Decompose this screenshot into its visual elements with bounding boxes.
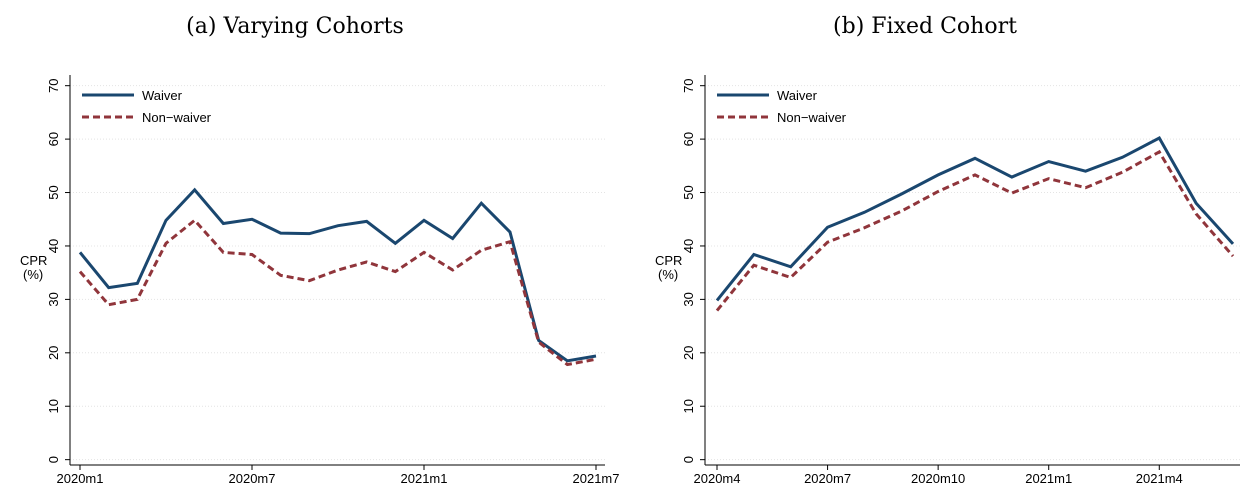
y-tick-label: 20 — [681, 346, 696, 360]
x-tick-label: 2020m4 — [694, 471, 741, 486]
y-tick-label: 0 — [46, 456, 61, 463]
x-tick-label: 2021m1 — [1025, 471, 1072, 486]
panel-title: (b) Fixed Cohort — [833, 14, 1017, 39]
y-tick-label: 20 — [46, 346, 61, 360]
y-tick-label: 40 — [681, 239, 696, 253]
x-tick-label: 2020m7 — [229, 471, 276, 486]
line-series — [78, 187, 597, 363]
panel-title: (a) Varying Cohorts — [186, 14, 404, 39]
y-tick-label: 40 — [46, 239, 61, 253]
y-axis-label: (%) — [23, 267, 43, 282]
legend-label: Waiver — [777, 88, 818, 103]
y-tick-label: 10 — [46, 399, 61, 413]
line-series — [78, 218, 597, 367]
line-series — [715, 136, 1235, 302]
x-tick-label: 2021m4 — [1136, 471, 1183, 486]
legend-label: Waiver — [142, 88, 183, 103]
y-axis-label: CPR — [20, 253, 47, 268]
x-tick-label: 2020m1 — [57, 471, 104, 486]
y-tick-label: 30 — [46, 292, 61, 306]
y-tick-label: 30 — [681, 292, 696, 306]
y-tick-label: 50 — [46, 185, 61, 199]
y-tick-label: 60 — [681, 132, 696, 146]
y-tick-label: 70 — [46, 78, 61, 92]
line-series — [715, 149, 1235, 312]
x-tick-label: 2021m1 — [401, 471, 448, 486]
legend-label: Non−waiver — [777, 110, 847, 125]
x-tick-label: 2020m10 — [911, 471, 965, 486]
x-tick-label: 2021m7 — [573, 471, 620, 486]
y-tick-label: 60 — [46, 132, 61, 146]
y-axis-label: (%) — [658, 267, 678, 282]
y-tick-label: 70 — [681, 78, 696, 92]
legend-label: Non−waiver — [142, 110, 212, 125]
y-tick-label: 10 — [681, 399, 696, 413]
y-axis-label: CPR — [655, 253, 682, 268]
y-tick-label: 0 — [681, 456, 696, 463]
y-tick-label: 50 — [681, 185, 696, 199]
x-tick-label: 2020m7 — [804, 471, 851, 486]
